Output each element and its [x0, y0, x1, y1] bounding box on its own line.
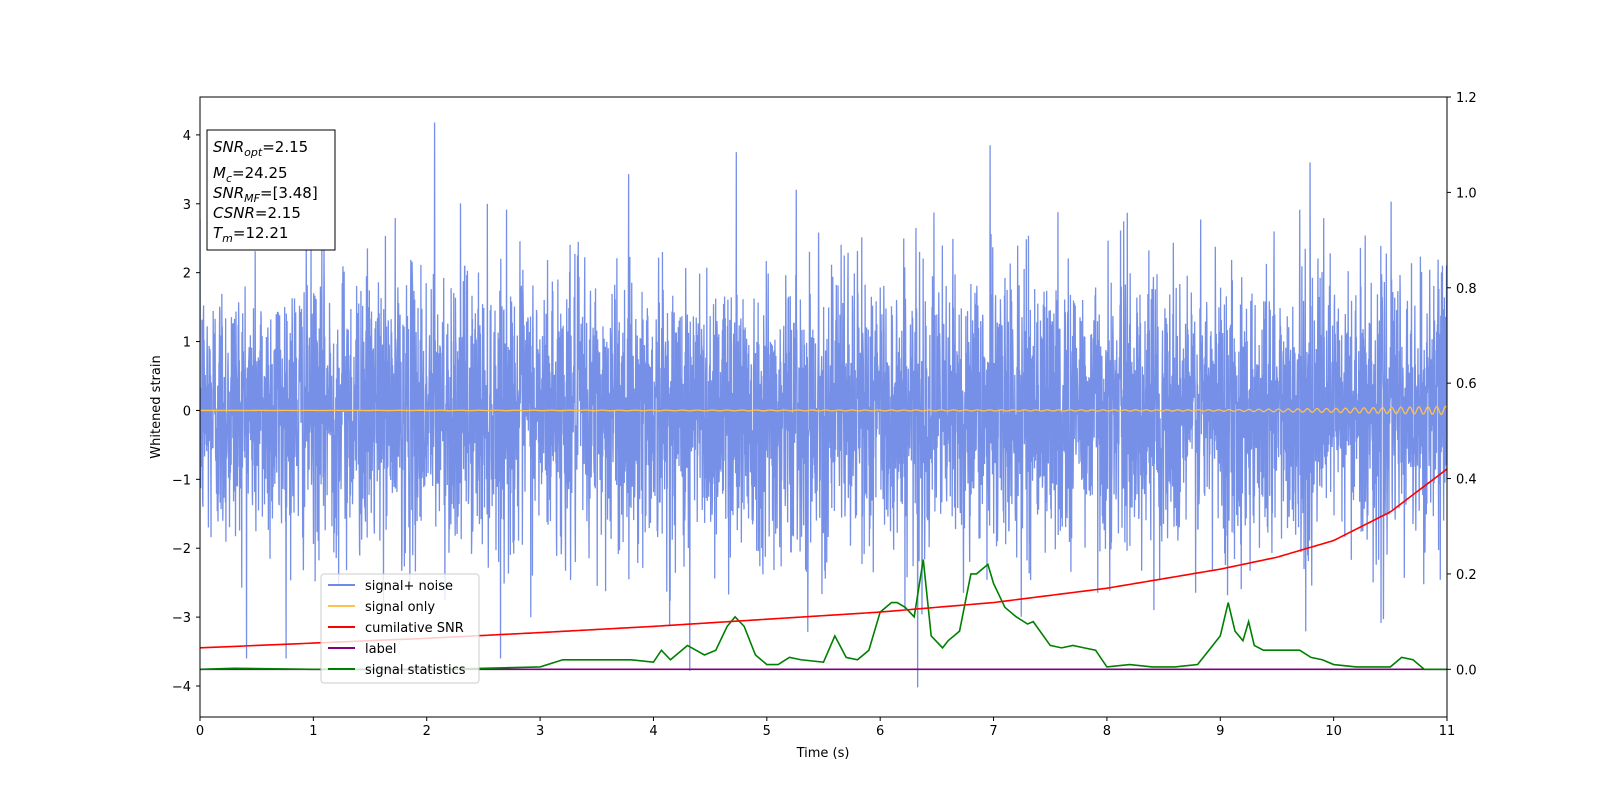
legend-label: cumilative SNR [365, 621, 464, 636]
series-signal-statistics [200, 559, 1447, 671]
legend-label: signal statistics [365, 663, 466, 678]
y-right-tick-label: 1.0 [1456, 186, 1477, 201]
legend-entry: signal+ noise [328, 579, 453, 594]
y-left-tick-label: −3 [172, 611, 191, 626]
plot-frame [199, 96, 1448, 718]
y-right-tick-label: 0.2 [1456, 568, 1477, 583]
y-left-tick-label: 1 [183, 336, 191, 351]
info-snr-opt: SNRopt=2.15 [213, 138, 308, 159]
y-left-tick-label: −4 [172, 680, 191, 695]
y-left-tick-label: 0 [183, 404, 191, 419]
x-tick-label: 1 [309, 724, 317, 739]
x-tick-label: 6 [876, 724, 884, 739]
y-axis-left: 4 3 2 1 0 −1 −2 −3 −4 [172, 129, 200, 695]
legend-label: label [365, 642, 396, 657]
x-tick-label: 3 [536, 724, 544, 739]
info-csnr: CSNR=2.15 [213, 204, 301, 222]
legend-entry: label [328, 642, 396, 657]
x-tick-label: 7 [989, 724, 997, 739]
y-right-tick-label: 0.4 [1456, 473, 1477, 488]
series-signal-noise [200, 122, 1447, 688]
legend-entry: signal only [328, 600, 435, 615]
x-tick-label: 2 [423, 724, 431, 739]
x-tick-label: 10 [1325, 724, 1342, 739]
info-snr-mf: SNRMF=[3.48] [213, 184, 318, 205]
info-box-frame [206, 129, 336, 251]
x-tick-label: 0 [196, 724, 204, 739]
legend-frame [320, 573, 480, 684]
y-axis-label: Whitened strain [149, 355, 164, 458]
x-tick-label: 9 [1216, 724, 1224, 739]
y-left-tick-label: −1 [172, 473, 191, 488]
info-tm: Tm=12.21 [213, 224, 288, 245]
legend: signal+ noise signal only cumilative SNR… [320, 573, 480, 684]
y-right-tick-label: 0.6 [1456, 377, 1477, 392]
info-mc: Mc=24.25 [213, 164, 288, 185]
series-signal-only [200, 405, 1447, 416]
y-right-tick-label: 0.0 [1456, 663, 1477, 678]
y-left-tick-label: −2 [172, 542, 191, 557]
x-tick-label: 4 [649, 724, 657, 739]
legend-entry: cumilative SNR [328, 621, 464, 636]
legend-label: signal only [365, 600, 435, 615]
legend-entry: signal statistics [328, 663, 466, 678]
info-box: SNRopt=2.15 Mc=24.25 SNRMF=[3.48] CSNR=2… [206, 129, 336, 251]
x-tick-label: 8 [1103, 724, 1111, 739]
y-axis-right: 1.2 1.0 0.8 0.6 0.4 0.2 0.0 [1447, 91, 1477, 678]
x-axis: 0 1 2 3 4 5 6 7 8 9 10 11 [196, 717, 1455, 739]
x-axis-label: Time (s) [796, 746, 850, 761]
legend-label: signal+ noise [365, 579, 453, 594]
y-left-tick-label: 2 [183, 267, 191, 282]
y-right-tick-label: 1.2 [1456, 91, 1477, 106]
y-left-tick-label: 4 [183, 129, 191, 144]
x-tick-label: 5 [763, 724, 771, 739]
y-left-tick-label: 3 [183, 198, 191, 213]
y-right-tick-label: 0.8 [1456, 282, 1477, 297]
x-tick-label: 11 [1439, 724, 1456, 739]
